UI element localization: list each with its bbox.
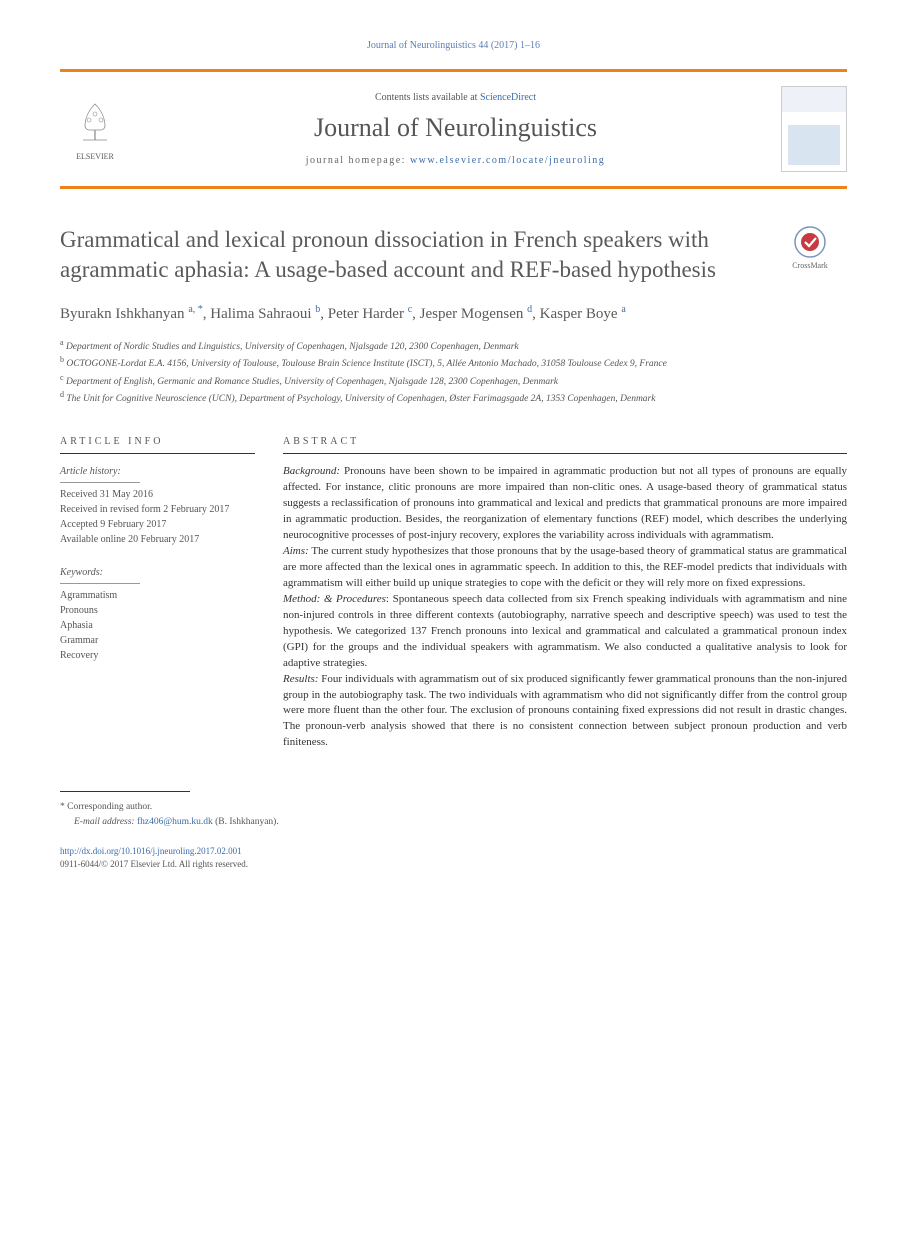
- abstract-section: Results: Four individuals with agrammati…: [283, 672, 847, 752]
- article-info-column: ARTICLE INFO Article history: Received 3…: [60, 436, 255, 751]
- doi-link[interactable]: http://dx.doi.org/10.1016/j.jneuroling.2…: [60, 845, 847, 859]
- aff-sup: c: [60, 373, 64, 382]
- history-subhead: Article history:: [60, 464, 140, 483]
- keyword: Pronouns: [60, 603, 255, 618]
- author-name: Halima Sahraoui: [210, 306, 311, 322]
- abstract-section: Background: Pronouns have been shown to …: [283, 464, 847, 544]
- crossmark-badge[interactable]: CrossMark: [773, 225, 847, 270]
- corr-author-label: * Corresponding author.: [60, 800, 847, 814]
- page-container: Journal of Neurolinguistics 44 (2017) 1–…: [0, 0, 907, 912]
- author-name: Peter Harder: [328, 306, 404, 322]
- homepage-prefix: journal homepage:: [306, 155, 410, 166]
- aff-sup: d: [60, 390, 64, 399]
- contents-prefix: Contents lists available at: [375, 92, 480, 103]
- top-citation: Journal of Neurolinguistics 44 (2017) 1–…: [60, 40, 847, 51]
- affiliation: d The Unit for Cognitive Neuroscience (U…: [60, 389, 847, 406]
- keyword: Grammar: [60, 633, 255, 648]
- abstract-label: Method: & Procedures: [283, 593, 386, 605]
- history-line: Received 31 May 2016: [60, 487, 255, 502]
- abstract-column: ABSTRACT Background: Pronouns have been …: [283, 436, 847, 751]
- footnote-separator: [60, 791, 190, 800]
- abstract-text: Four individuals with agrammatism out of…: [283, 673, 847, 749]
- homepage-line: journal homepage: www.elsevier.com/locat…: [130, 155, 781, 166]
- affiliation: a Department of Nordic Studies and Lingu…: [60, 337, 847, 354]
- elsevier-label: ELSEVIER: [76, 152, 114, 161]
- author: Jesper Mogensen d: [420, 306, 532, 322]
- homepage-link[interactable]: www.elsevier.com/locate/jneuroling: [410, 155, 605, 166]
- crossmark-label: CrossMark: [792, 261, 828, 270]
- author-aff: a: [621, 304, 625, 315]
- info-abstract-row: ARTICLE INFO Article history: Received 3…: [60, 436, 847, 751]
- corresponding-author-footnote: * Corresponding author. E-mail address: …: [60, 800, 847, 829]
- aff-text: OCTOGONE-Lordat E.A. 4156, University of…: [66, 359, 667, 369]
- title-row: Grammatical and lexical pronoun dissocia…: [60, 225, 847, 285]
- history-line: Available online 20 February 2017: [60, 532, 255, 547]
- abstract-text: Pronouns have been shown to be impaired …: [283, 465, 847, 541]
- keyword: Agrammatism: [60, 588, 255, 603]
- keyword: Aphasia: [60, 618, 255, 633]
- authors-list: Byurakn Ishkhanyan a, *, Halima Sahraoui…: [60, 303, 847, 325]
- abstract-label: Background:: [283, 465, 340, 477]
- author: Halima Sahraoui b: [210, 306, 320, 322]
- abstract-label: Aims:: [283, 545, 309, 557]
- abstract-label: Results:: [283, 673, 318, 685]
- article-history-block: Article history: Received 31 May 2016 Re…: [60, 464, 255, 547]
- article-title: Grammatical and lexical pronoun dissocia…: [60, 225, 773, 285]
- author-name: Byurakn Ishkhanyan: [60, 306, 185, 322]
- author-name: Jesper Mogensen: [420, 306, 524, 322]
- article-info-heading: ARTICLE INFO: [60, 436, 255, 454]
- aff-sup: b: [60, 355, 64, 364]
- aff-text: Department of English, Germanic and Roma…: [66, 377, 558, 387]
- affiliation: c Department of English, Germanic and Ro…: [60, 372, 847, 389]
- abstract-heading: ABSTRACT: [283, 436, 847, 454]
- history-line: Accepted 9 February 2017: [60, 517, 255, 532]
- sciencedirect-link[interactable]: ScienceDirect: [480, 92, 536, 103]
- author-name: Kasper Boye: [540, 306, 618, 322]
- journal-cover-thumbnail: [781, 86, 847, 172]
- author-aff: c: [408, 304, 412, 315]
- affiliations-block: a Department of Nordic Studies and Lingu…: [60, 337, 847, 407]
- issn-copyright-line: 0911-6044/© 2017 Elsevier Ltd. All right…: [60, 858, 847, 872]
- abstract-section: Aims: The current study hypothesizes tha…: [283, 544, 847, 592]
- email-link[interactable]: fhz406@hum.ku.dk: [137, 817, 213, 827]
- author-aff: a, *: [188, 304, 202, 315]
- header-center: Contents lists available at ScienceDirec…: [130, 92, 781, 166]
- aff-sup: a: [60, 338, 64, 347]
- email-suffix: (B. Ishkhanyan).: [213, 817, 279, 827]
- doi-block: http://dx.doi.org/10.1016/j.jneuroling.2…: [60, 845, 847, 872]
- author: Peter Harder c: [328, 306, 412, 322]
- aff-text: Department of Nordic Studies and Linguis…: [66, 342, 519, 352]
- abstract-text: The current study hypothesizes that thos…: [283, 545, 847, 589]
- author: Byurakn Ishkhanyan a, *: [60, 306, 203, 322]
- journal-header: ELSEVIER Contents lists available at Sci…: [60, 69, 847, 189]
- keywords-block: Keywords: Agrammatism Pronouns Aphasia G…: [60, 565, 255, 663]
- email-label: E-mail address:: [60, 817, 137, 827]
- history-line: Received in revised form 2 February 2017: [60, 502, 255, 517]
- aff-text: The Unit for Cognitive Neuroscience (UCN…: [66, 394, 655, 404]
- author: Kasper Boye a: [540, 306, 626, 322]
- elsevier-logo: ELSEVIER: [60, 98, 130, 161]
- abstract-body: Background: Pronouns have been shown to …: [283, 464, 847, 751]
- crossmark-icon: [793, 225, 827, 259]
- affiliation: b OCTOGONE-Lordat E.A. 4156, University …: [60, 354, 847, 371]
- keyword: Recovery: [60, 648, 255, 663]
- elsevier-tree-icon: [69, 98, 121, 150]
- contents-available-line: Contents lists available at ScienceDirec…: [130, 92, 781, 103]
- author-aff: b: [315, 304, 320, 315]
- author-aff: d: [527, 304, 532, 315]
- keywords-subhead: Keywords:: [60, 565, 140, 584]
- journal-title: Journal of Neurolinguistics: [130, 113, 781, 143]
- abstract-section: Method: & Procedures: Spontaneous speech…: [283, 592, 847, 672]
